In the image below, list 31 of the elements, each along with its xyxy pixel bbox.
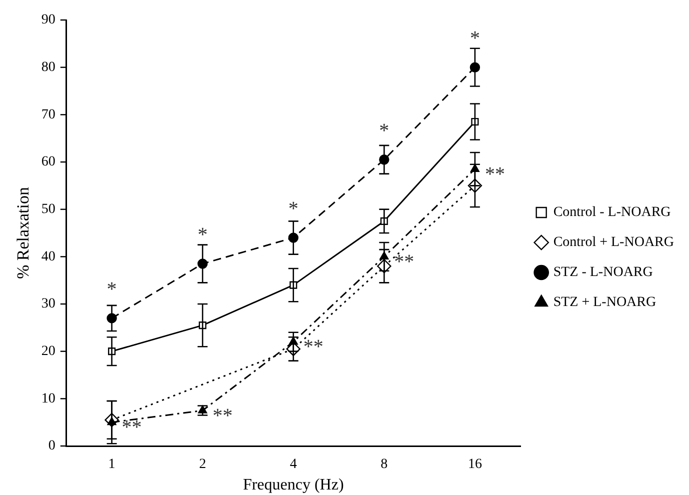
y-tick-label: 0	[48, 438, 56, 454]
y-axis-title: % Relaxation	[14, 186, 33, 280]
annotation: *	[198, 224, 208, 246]
x-tick-label: 16	[468, 457, 482, 472]
annotation: **	[303, 336, 324, 358]
x-tick-label: 2	[199, 457, 206, 472]
annotation: *	[379, 120, 390, 142]
legend-label: STZ - L-NOARG	[553, 265, 653, 280]
x-tick-label: 1	[108, 457, 116, 472]
legend-label: Control - L-NOARG	[553, 205, 671, 220]
annotation: *	[106, 278, 117, 300]
y-tick-label: 40	[41, 249, 56, 264]
annotation: *	[288, 198, 298, 220]
x-tick-label: 8	[380, 457, 388, 472]
y-tick-label: 90	[41, 12, 56, 28]
annotation: **	[484, 163, 505, 186]
y-tick-label: 60	[41, 154, 56, 170]
y-tick-label: 10	[41, 391, 56, 406]
annotation: **	[122, 416, 142, 439]
y-tick-label: 80	[41, 60, 56, 76]
legend-label: STZ + L-NOARG	[553, 295, 656, 310]
annotation: *	[470, 28, 480, 50]
y-tick-label: 20	[41, 344, 56, 360]
y-tick-label: 70	[41, 107, 56, 122]
annotation: **	[212, 404, 233, 427]
annotation: **	[394, 250, 414, 273]
x-tick-label: 4	[290, 457, 297, 472]
y-tick-label: 50	[41, 202, 56, 218]
y-tick-label: 30	[41, 296, 56, 312]
x-axis-title: Frequency (Hz)	[242, 476, 344, 494]
legend-label: Control + L-NOARG	[553, 235, 674, 250]
